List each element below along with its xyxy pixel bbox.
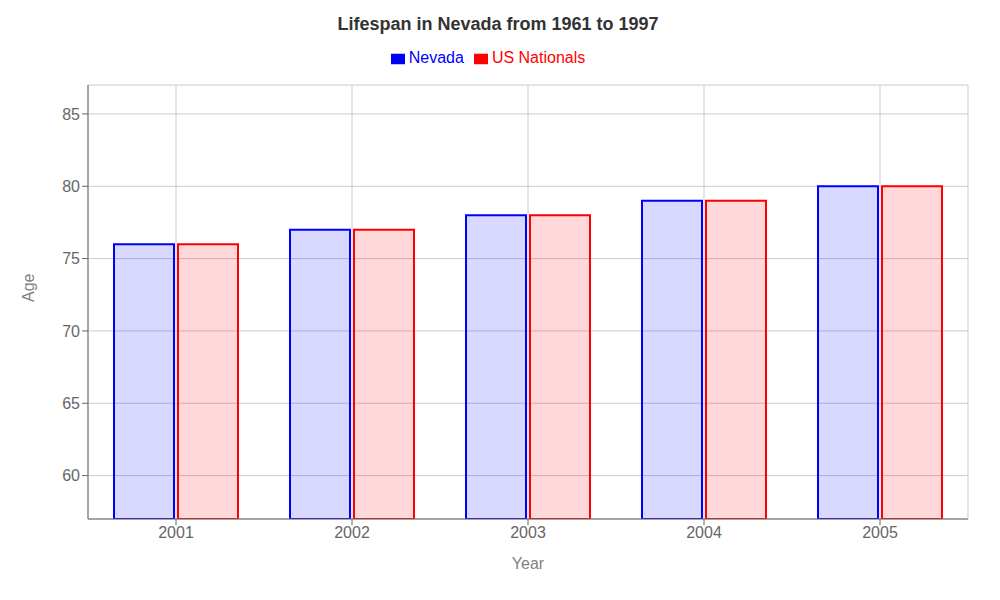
svg-text:2004: 2004 [686, 524, 722, 541]
html-text:Nevada: Nevada [408, 49, 464, 66]
svg-text:85: 85 [62, 106, 80, 123]
svg-text:75: 75 [62, 250, 80, 267]
svg-text:2002: 2002 [334, 524, 370, 541]
svg-text:80: 80 [62, 178, 80, 195]
svg-text:Age: Age [20, 273, 37, 302]
svg-text:2005: 2005 [862, 524, 898, 541]
html-text:US Nationals: US Nationals [491, 49, 586, 66]
svg-text:70: 70 [62, 323, 80, 340]
html-text:Lifespan in Nevada from 1961 t: Lifespan in Nevada from 1961 to 1997 [337, 14, 659, 34]
svg-text:2003: 2003 [510, 524, 546, 541]
svg-text:Year: Year [512, 555, 545, 572]
svg-text:60: 60 [62, 467, 80, 484]
svg-text:65: 65 [62, 395, 80, 412]
svg-text:2001: 2001 [158, 524, 194, 541]
